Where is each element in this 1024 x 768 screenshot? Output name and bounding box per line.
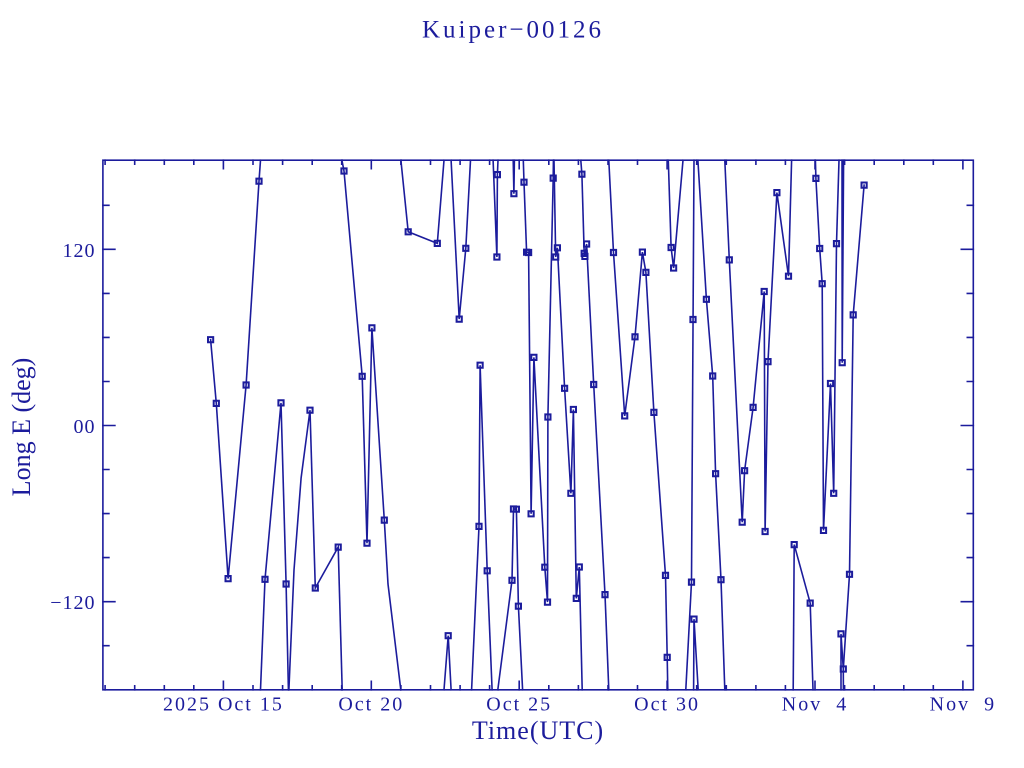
svg-text:Oct 20: Oct 20 bbox=[338, 694, 404, 716]
svg-text:Kuiper−00126: Kuiper−00126 bbox=[422, 17, 604, 44]
svg-text:00: 00 bbox=[74, 416, 96, 438]
svg-text:Long E (deg): Long E (deg) bbox=[7, 358, 36, 497]
svg-text:Time(UTC): Time(UTC) bbox=[472, 716, 604, 745]
svg-text:Nov 4: Nov 4 bbox=[782, 694, 848, 716]
svg-text:Nov 9: Nov 9 bbox=[930, 694, 996, 716]
svg-text:Oct 30: Oct 30 bbox=[634, 694, 700, 716]
svg-text:2025 Oct 15: 2025 Oct 15 bbox=[163, 694, 284, 716]
svg-text:−120: −120 bbox=[50, 592, 95, 614]
svg-text:120: 120 bbox=[63, 240, 96, 262]
svg-text:Oct 25: Oct 25 bbox=[486, 694, 552, 716]
